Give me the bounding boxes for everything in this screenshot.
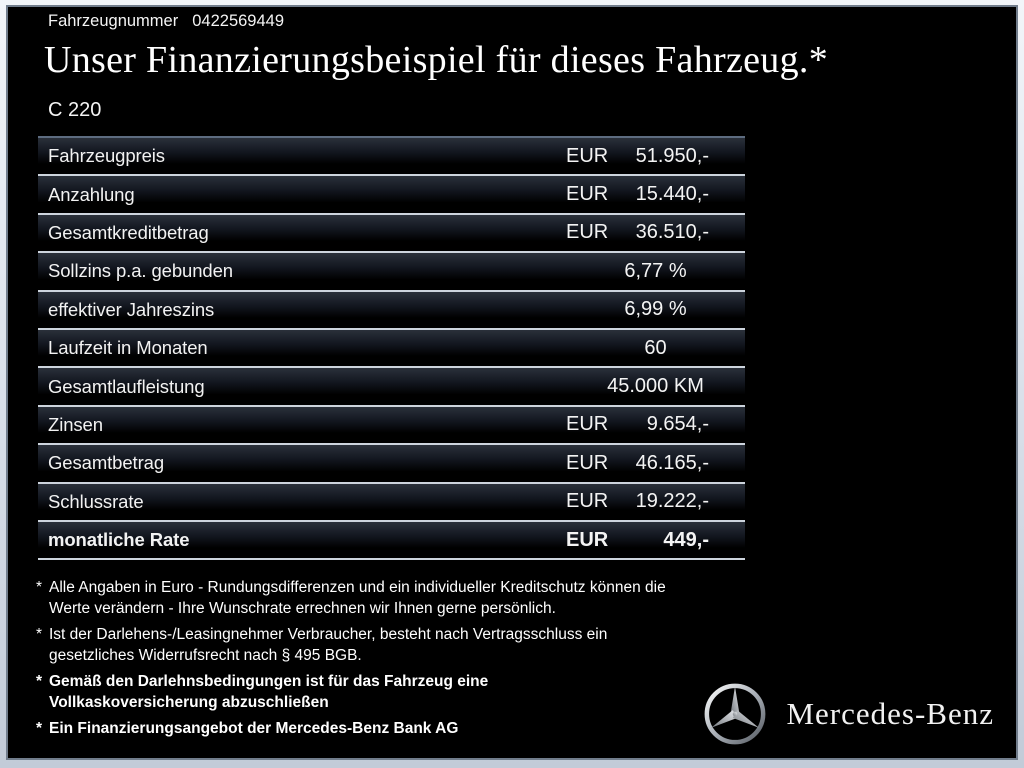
row-label: Gesamtlaufleistung <box>48 375 205 397</box>
footnotes: * Alle Angaben in Euro - Rundungsdiffere… <box>36 577 752 744</box>
row-value: EUR 51.950,- <box>566 138 745 174</box>
row-amount: 46.165,- <box>635 451 709 474</box>
footnote-line: Gemäß den Darlehnsbedingungen ist für da… <box>49 673 489 690</box>
footnote-line: gesetzliches Widerrufsrecht nach § 495 B… <box>49 647 362 664</box>
footnote-rounding: * Alle Angaben in Euro - Rundungsdiffere… <box>36 577 752 619</box>
footnote-line: Alle Angaben in Euro - Rundungsdifferenz… <box>49 579 666 596</box>
row-amount: 60 <box>644 336 667 359</box>
row-value: EUR 15.440,- <box>566 176 745 212</box>
row-value: 6,77 % <box>566 253 745 289</box>
table-row-sollzins: Sollzins p.a. gebunden 6,77 % <box>38 251 745 290</box>
row-amount: 6,77 % <box>624 259 687 282</box>
row-amount: 19.222,- <box>635 490 709 513</box>
row-value: EUR 36.510,- <box>566 215 745 251</box>
table-row-laufzeit: Laufzeit in Monaten 60 <box>38 327 745 367</box>
row-currency: EUR <box>566 413 609 436</box>
row-currency: EUR <box>566 144 609 167</box>
row-amount: 449,- <box>663 528 709 551</box>
content-panel: Fahrzeugnummer 0422569449 Unser Finanzier… <box>6 5 1018 760</box>
row-value: EUR 46.165,- <box>566 445 745 481</box>
table-row-gesamtbetrag: Gesamtbetrag EUR 46.165,- <box>38 443 745 482</box>
footnote-bank-ag: * Ein Finanzierungsangebot der Mercedes-… <box>36 718 752 739</box>
row-label: Schlussrate <box>48 490 144 512</box>
brand-name: Mercedes-Benz <box>786 696 994 731</box>
row-value: 6,99 % <box>566 292 745 328</box>
row-amount: 15.440,- <box>635 183 709 206</box>
model-name: C 220 <box>48 99 102 121</box>
table-row-anzahlung: Anzahlung EUR 15.440,- <box>38 174 745 213</box>
row-currency: EUR <box>566 451 609 474</box>
vehicle-number-value: 0422569449 <box>192 12 284 30</box>
asterisk-marker: * <box>36 579 43 596</box>
row-currency: EUR <box>566 183 609 206</box>
finance-table: Fahrzeugpreis EUR 51.950,- Anzahlung EUR… <box>38 136 745 561</box>
table-row-gesamtkreditbetrag: Gesamtkreditbetrag EUR 36.510,- <box>38 212 745 252</box>
row-amount: 45.000 KM <box>607 375 704 398</box>
row-value: 60 <box>566 330 745 366</box>
row-label: Zinsen <box>48 413 103 435</box>
row-label: Laufzeit in Monaten <box>48 337 208 359</box>
table-row-monatliche-rate: monatliche Rate EUR 449,- <box>38 519 745 559</box>
row-label: Fahrzeugpreis <box>48 145 165 167</box>
footnote-widerrufsrecht: * Ist der Darlehens-/Leasingnehmer Verbr… <box>36 624 752 666</box>
table-row-schlussrate: Schlussrate EUR 19.222,- <box>38 481 745 520</box>
row-value: 45.000 KM <box>566 368 745 404</box>
asterisk-marker: * <box>36 720 43 737</box>
footnote-text: Gemäß den Darlehnsbedingungen ist für da… <box>49 671 488 713</box>
footnote-line: Ein Finanzierungsangebot der Mercedes-Be… <box>49 720 459 737</box>
table-row-zinsen: Zinsen EUR 9.654,- <box>38 404 745 444</box>
row-value: EUR 9.654,- <box>566 407 745 443</box>
asterisk-marker: * <box>36 673 43 690</box>
table-row-fahrzeugpreis: Fahrzeugpreis EUR 51.950,- <box>38 136 745 175</box>
footnote-line: Ist der Darlehens-/Leasingnehmer Verbrau… <box>49 626 608 643</box>
footnote-text: Ein Finanzierungsangebot der Mercedes-Be… <box>49 718 458 739</box>
footnote-text: Alle Angaben in Euro - Rundungsdifferenz… <box>49 577 666 619</box>
row-currency: EUR <box>566 221 609 244</box>
row-value: EUR 449,- <box>566 522 745 558</box>
mercedes-star-icon <box>705 683 766 745</box>
row-value: EUR 19.222,- <box>566 484 745 520</box>
row-amount: 51.950,- <box>635 144 709 167</box>
footnote-line: Werte verändern - Ihre Wunschrate errech… <box>49 600 556 617</box>
row-label: Gesamtkreditbetrag <box>48 221 209 243</box>
row-label: monatliche Rate <box>48 529 190 551</box>
vehicle-number: Fahrzeugnummer 0422569449 <box>48 12 284 31</box>
footnote-text: Ist der Darlehens-/Leasingnehmer Verbrau… <box>49 624 607 666</box>
row-label: Gesamtbetrag <box>48 452 165 474</box>
row-amount: 6,99 % <box>624 298 687 321</box>
row-label: Sollzins p.a. gebunden <box>48 260 233 282</box>
row-amount: 9.654,- <box>646 413 709 436</box>
row-currency: EUR <box>566 528 609 551</box>
footnote-vollkasko: * Gemäß den Darlehnsbedingungen ist für … <box>36 671 752 713</box>
vehicle-number-label: Fahrzeugnummer <box>48 12 179 30</box>
asterisk-marker: * <box>36 626 43 643</box>
row-currency: EUR <box>566 490 609 513</box>
table-row-gesamtlaufleistung: Gesamtlaufleistung 45.000 KM <box>38 366 745 405</box>
row-label: effektiver Jahreszins <box>48 298 215 320</box>
row-label: Anzahlung <box>48 183 135 205</box>
page-title: Unser Finanzierungsbeispiel für dieses F… <box>44 39 828 81</box>
table-row-effektiver-jahreszins: effektiver Jahreszins 6,99 % <box>38 289 745 328</box>
row-amount: 36.510,- <box>635 221 709 244</box>
brand-logo: Mercedes-Benz <box>703 682 994 746</box>
footnote-line: Vollkaskoversicherung abzuschließen <box>49 694 329 711</box>
